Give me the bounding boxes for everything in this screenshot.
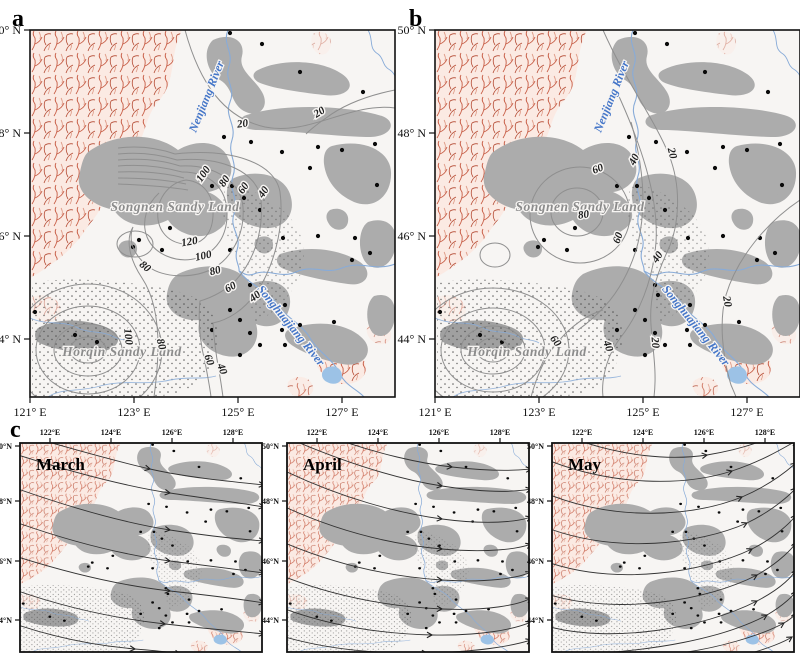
svg-text:120: 120 [180,235,199,250]
svg-text:20: 20 [235,117,249,131]
panel-c-letter: c [10,417,21,443]
wind-streamlines-march [20,443,262,652]
panel-c-may-map: May [526,427,795,653]
svg-text:20: 20 [665,146,680,161]
svg-text:60: 60 [611,230,626,245]
panel-c-march-map: March [0,427,263,653]
contour-value-labels-b: 20 40 60 80 60 40 20 60 40 20 [546,144,736,355]
panel-b-map: Songnen Sandy Land Horqin Sandy Land Nen… [396,22,800,420]
svg-text:80: 80 [208,264,222,279]
contour-lines-a [30,30,395,397]
wind-streamlines-april [287,443,529,652]
svg-text:20: 20 [648,336,661,349]
month-label-april: April [303,455,342,474]
svg-text:80: 80 [577,208,590,221]
panel-a-map: Songnen Sandy Land Horqin Sandy Land Nen… [0,22,396,420]
panel-c-april-map: April [261,427,530,653]
svg-text:100: 100 [121,328,135,346]
month-label-may: May [568,455,602,474]
svg-text:100: 100 [194,248,213,263]
region-label-songnen: Songnen Sandy Land [515,199,644,214]
svg-text:20: 20 [720,294,734,308]
month-label-march: March [36,455,85,474]
contour-lines-b [435,30,800,397]
region-label-horqin: Horqin Sandy Land [61,344,182,359]
region-label-horqin: Horqin Sandy Land [466,344,587,359]
wind-streamlines-may [552,443,794,652]
region-label-songnen: Songnen Sandy Land [110,199,239,214]
